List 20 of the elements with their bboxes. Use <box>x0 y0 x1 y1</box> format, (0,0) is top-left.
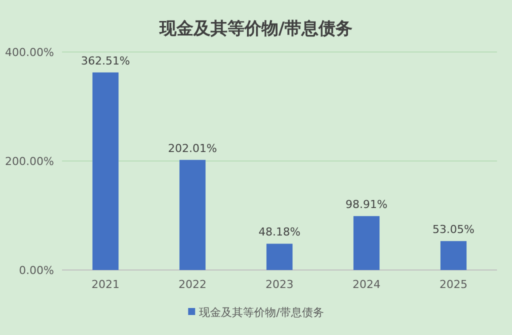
chart-title: 现金及其等价物/带息债务 <box>158 19 353 39</box>
y-tick-label: 0.00% <box>19 264 54 277</box>
x-tick-label: 2022 <box>178 278 206 291</box>
data-label: 362.51% <box>81 54 130 68</box>
data-label: 53.05% <box>432 223 474 236</box>
data-label: 98.91% <box>346 198 388 212</box>
bar <box>179 160 206 270</box>
bar <box>440 241 467 270</box>
legend-label: 现金及其等价物/带息债务 <box>199 306 324 319</box>
data-label: 48.18% <box>258 226 300 239</box>
x-tick-label: 2023 <box>266 278 294 291</box>
data-label: 202.01% <box>168 142 217 155</box>
y-tick-label: 400.00% <box>5 46 54 59</box>
bar <box>353 216 380 270</box>
x-tick-label: 2021 <box>92 278 120 291</box>
bar <box>266 244 293 270</box>
x-tick-label: 2025 <box>440 278 468 291</box>
x-tick-label: 2024 <box>352 278 380 291</box>
bar <box>92 72 119 270</box>
y-tick-label: 200.00% <box>5 155 54 168</box>
